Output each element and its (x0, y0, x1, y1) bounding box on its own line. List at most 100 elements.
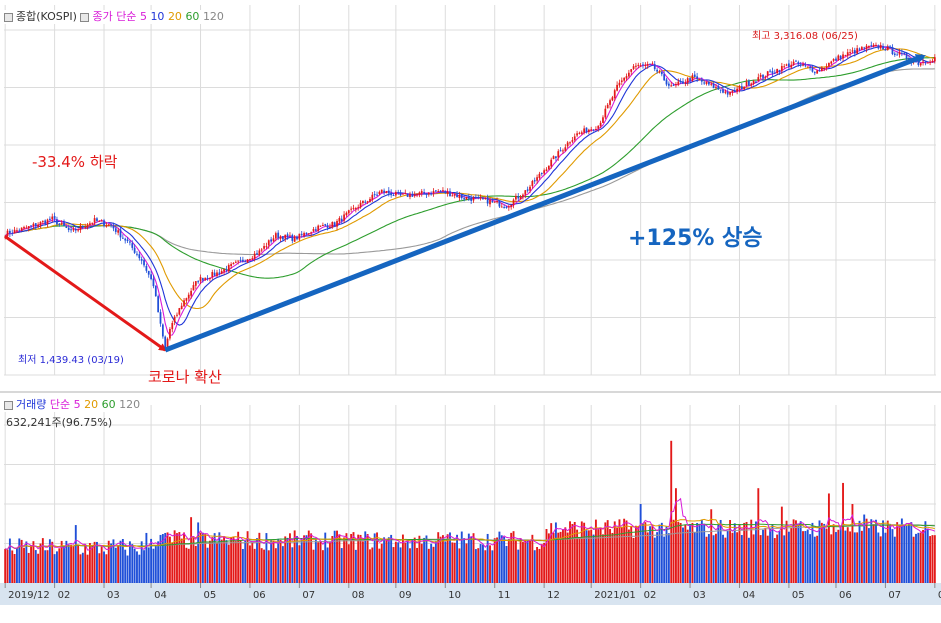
candle (74, 228, 77, 231)
volume-bar (580, 521, 583, 583)
volume-bar (117, 545, 120, 583)
volume-bar (592, 534, 595, 583)
volume-bar (813, 536, 816, 583)
volume-bar (816, 535, 819, 583)
ma120-line (4, 68, 935, 256)
candle (124, 238, 127, 241)
candle (627, 72, 630, 77)
volume-bar (510, 532, 513, 583)
x-tick-label: 08 (352, 590, 365, 601)
candle (324, 224, 327, 226)
volume-bar (825, 528, 828, 583)
candle (72, 228, 75, 231)
volume-bar (486, 533, 489, 583)
candle (397, 191, 400, 193)
candle (489, 200, 491, 205)
volume-bar (126, 555, 129, 583)
volume-bar (616, 527, 619, 583)
candle (602, 117, 604, 123)
x-tick-label: 03 (107, 590, 120, 601)
high-price-label: 최고 3,316.08 (06/25) (752, 31, 858, 42)
volume-bar (260, 548, 263, 583)
volume-bar (795, 520, 797, 583)
candle (204, 277, 207, 280)
candle (719, 89, 722, 91)
x-tick-label: 06 (839, 590, 852, 601)
candle (835, 58, 837, 61)
candle (289, 235, 291, 237)
volume-bar (898, 525, 901, 583)
volume-bar (759, 535, 762, 583)
candle (272, 238, 275, 242)
volume-bar (747, 537, 750, 583)
volume-bar (100, 546, 103, 583)
volume-bar (401, 534, 404, 583)
candle (578, 132, 581, 134)
volume-bar (818, 520, 821, 583)
volume-bar (378, 548, 381, 583)
candle (825, 66, 828, 68)
candle (905, 53, 908, 59)
candle (105, 225, 108, 227)
volume-bar (336, 530, 338, 583)
candle (380, 189, 383, 193)
collapse-icon[interactable] (80, 12, 90, 22)
candle (853, 50, 856, 54)
volume-bar (46, 550, 49, 583)
volume-bar (178, 532, 181, 583)
candle (378, 191, 381, 194)
volume-bar (279, 539, 282, 583)
volume-bar (150, 538, 153, 583)
volume-bar (674, 488, 677, 583)
volume-bar (194, 545, 197, 583)
candle (383, 190, 385, 193)
candle (931, 60, 934, 63)
candle (667, 83, 670, 86)
candle (232, 262, 235, 265)
volume-bar (651, 525, 654, 583)
candle (555, 156, 557, 159)
volume-bar (326, 547, 329, 583)
candle (460, 194, 463, 199)
candle (93, 218, 96, 223)
candle (392, 195, 395, 197)
volume-bar (849, 531, 852, 583)
candle (893, 53, 896, 55)
candle (776, 69, 779, 74)
volume-bar (889, 523, 892, 583)
volume-bar (566, 532, 569, 583)
volume-bar (333, 530, 336, 583)
volume-legend[interactable]: 거래량 단순 5 20 60 120 (4, 398, 141, 412)
price-legend[interactable]: 종합(KOSPI) 종가 단순 5 10 20 60 120 (4, 10, 224, 24)
candle (689, 78, 691, 81)
volume-bar (519, 538, 522, 583)
price-ma60: 60 (185, 10, 200, 23)
volume-bar (917, 532, 920, 583)
volume-bar (246, 531, 249, 583)
candle (338, 218, 341, 222)
volume-bar (352, 532, 355, 583)
candle (114, 228, 117, 232)
candle (307, 233, 310, 235)
candle (312, 229, 315, 232)
volume-bar (39, 543, 42, 583)
volume-bar (373, 533, 376, 583)
candle (752, 80, 755, 84)
volume-bar (37, 553, 40, 583)
collapse-icon[interactable] (4, 12, 13, 22)
candle (613, 90, 616, 99)
candle (684, 82, 687, 84)
candles (4, 41, 936, 351)
candle (467, 197, 470, 199)
volume-bar (726, 530, 729, 583)
volume-bar (573, 521, 576, 583)
volume-bar (599, 527, 602, 583)
volume-bar (844, 530, 847, 583)
candle (879, 45, 882, 49)
candle (394, 191, 397, 196)
volume-bar (686, 529, 689, 583)
candle (538, 173, 541, 179)
candle (851, 50, 854, 52)
collapse-icon[interactable] (4, 400, 13, 410)
